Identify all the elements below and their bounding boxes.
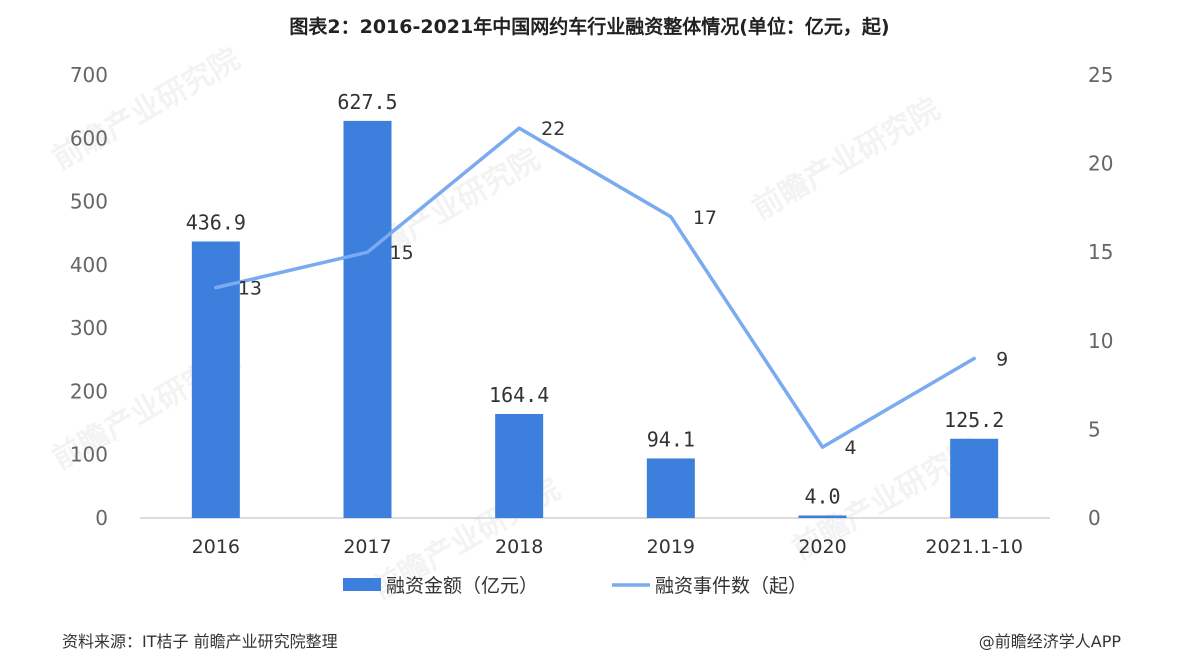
line-point	[669, 215, 673, 219]
line-data-label: 4	[845, 437, 857, 459]
y-left-tick-label: 400	[70, 253, 108, 277]
data-labels: 436.9 627.5 164.4 94.1 4.0 125.2 13 15 22 17 4 9	[186, 90, 1009, 509]
x-tick-label: 2016	[192, 536, 240, 558]
line-data-label: 13	[238, 278, 262, 300]
x-tick-label: 2021.1-10	[925, 536, 1023, 558]
y-right-tick-label: 10	[1088, 329, 1113, 353]
y-right-tick-label: 15	[1088, 240, 1113, 264]
line-point	[517, 126, 521, 130]
bar-data-label: 436.9	[186, 211, 246, 235]
y-left-tick-label: 100	[70, 443, 108, 467]
y-left-tick-label: 600	[70, 126, 108, 150]
bar-data-label: 4.0	[804, 484, 840, 508]
bar	[798, 515, 847, 518]
line-data-label: 17	[693, 207, 717, 229]
line-series	[214, 126, 976, 449]
y-right-tick-label: 25	[1088, 63, 1113, 87]
line-path	[214, 126, 976, 449]
bar-data-label: 627.5	[337, 90, 397, 114]
bar-data-label: 125.2	[944, 408, 1004, 432]
bar	[646, 458, 695, 518]
y-left-tick-label: 500	[70, 190, 108, 214]
line-data-label: 9	[996, 349, 1008, 371]
x-tick-label: 2019	[647, 536, 695, 558]
legend: 融资金额（亿元） 融资事件数（起）	[343, 575, 807, 597]
line-point	[366, 250, 369, 254]
legend-bar-swatch	[343, 578, 381, 591]
chart-title: 图表2：2016-2021年中国网约车行业融资整体情况(单位：亿元，起)	[289, 16, 890, 38]
y-left-tick-label: 700	[70, 63, 108, 87]
watermark-text: 前瞻产业研究院	[47, 42, 246, 177]
bar-data-label: 94.1	[647, 427, 695, 451]
x-tick-label: 2020	[798, 536, 846, 558]
line-point	[821, 445, 824, 449]
credit-note: @前瞻经济学人APP	[978, 632, 1121, 651]
legend-line-label: 融资事件数（起）	[655, 575, 807, 597]
bar	[950, 438, 999, 518]
y-left-tick-label: 0	[95, 506, 108, 530]
line-point	[214, 286, 218, 290]
axes: 0 100 200 300 400 500 600 700 0 5 10 15 20 25 2016 2017…	[70, 63, 1114, 558]
y-left-tick-label: 300	[70, 316, 108, 340]
line-data-label: 15	[390, 242, 414, 264]
watermark-layer: 前瞻产业研究院前瞻产业研究院前瞻产业研究院前瞻产业研究院前瞻产业研究院前瞻产业研…	[47, 42, 986, 607]
bar-series	[191, 120, 999, 519]
y-right-tick-label: 0	[1088, 506, 1101, 530]
line-point	[972, 357, 976, 361]
y-right-tick-label: 5	[1088, 417, 1101, 441]
bar	[495, 413, 544, 518]
source-note: 资料来源：IT桔子 前瞻产业研究院整理	[62, 632, 338, 651]
x-tick-label: 2017	[343, 536, 391, 558]
y-right-tick-label: 20	[1088, 152, 1113, 176]
x-tick-label: 2018	[495, 536, 543, 558]
y-left-tick-label: 200	[70, 379, 108, 403]
legend-bar-label: 融资金额（亿元）	[386, 575, 538, 597]
line-data-label: 22	[541, 118, 565, 140]
bar	[343, 120, 392, 518]
bar-data-label: 164.4	[489, 383, 549, 407]
watermark-text: 前瞻产业研究院	[747, 92, 946, 227]
